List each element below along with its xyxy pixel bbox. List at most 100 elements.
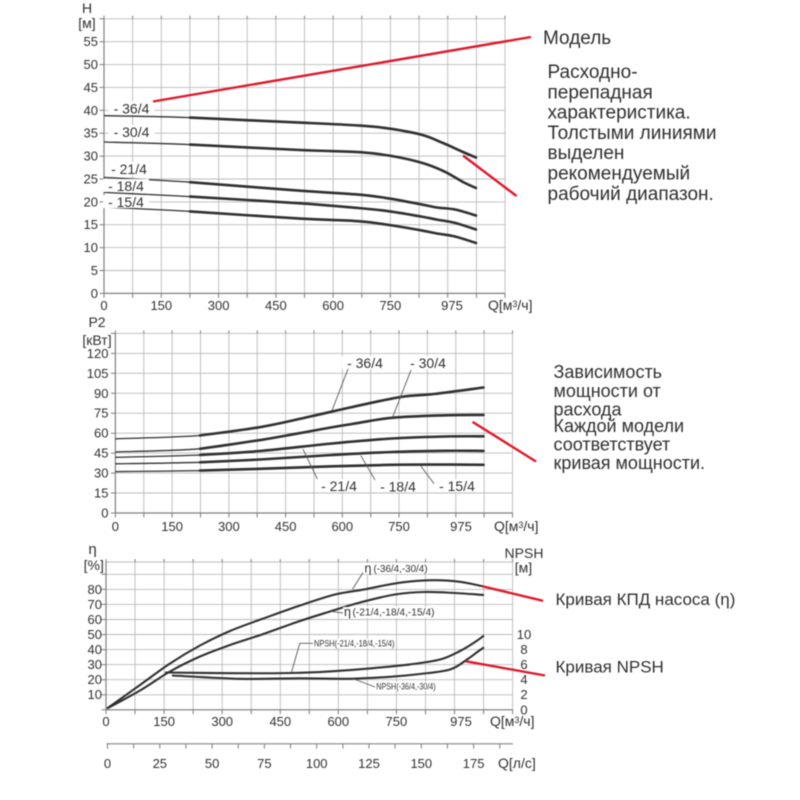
svg-text:H: H — [82, 0, 92, 16]
svg-text:характеристика.: характеристика. — [548, 103, 691, 124]
svg-text:4: 4 — [520, 672, 527, 687]
svg-text:15: 15 — [94, 486, 108, 501]
svg-text:8: 8 — [520, 642, 527, 657]
svg-text:50: 50 — [88, 627, 102, 642]
svg-text:Расходно-: Расходно- — [548, 62, 638, 83]
svg-text:50: 50 — [84, 57, 98, 72]
svg-text:η: η — [344, 605, 351, 619]
svg-text:70: 70 — [88, 597, 102, 612]
svg-text:45: 45 — [84, 80, 98, 95]
svg-text:90: 90 — [94, 386, 108, 401]
svg-text:600: 600 — [331, 519, 353, 534]
svg-text:(-21/4,-18/4,-15/4): (-21/4,-18/4,-15/4) — [353, 608, 435, 619]
svg-text:15: 15 — [84, 217, 98, 232]
svg-text:125: 125 — [358, 756, 380, 771]
svg-text:- 36/4: - 36/4 — [114, 101, 150, 117]
svg-text:30: 30 — [94, 466, 108, 481]
svg-text:0: 0 — [101, 506, 108, 521]
svg-text:NPSH(-21/4,-18/4,-15/4): NPSH(-21/4,-18/4,-15/4) — [314, 638, 395, 648]
svg-text:300: 300 — [211, 714, 233, 729]
svg-text:0: 0 — [91, 286, 98, 301]
svg-text:Q[м3/ч]: Q[м3/ч] — [488, 297, 533, 313]
svg-text:0: 0 — [520, 702, 527, 717]
svg-text:5: 5 — [91, 263, 98, 278]
svg-text:Зависимость: Зависимость — [554, 362, 663, 382]
svg-text:20: 20 — [84, 194, 98, 209]
svg-text:мощности от: мощности от — [554, 381, 661, 401]
svg-text:- 30/4: - 30/4 — [410, 355, 446, 371]
svg-text:0: 0 — [100, 298, 107, 313]
svg-text:450: 450 — [265, 298, 287, 313]
svg-text:[кВт]: [кВт] — [82, 332, 111, 348]
svg-text:30: 30 — [84, 149, 98, 164]
svg-text:Q[м3/ч]: Q[м3/ч] — [490, 713, 535, 729]
svg-text:выделен: выделен — [548, 143, 625, 164]
svg-text:0: 0 — [112, 519, 119, 534]
svg-text:35: 35 — [84, 126, 98, 141]
svg-text:0: 0 — [102, 714, 109, 729]
svg-text:соответствует: соответствует — [554, 435, 671, 455]
svg-text:30: 30 — [88, 657, 102, 672]
svg-text:рекомендуемый: рекомендуемый — [548, 164, 691, 185]
svg-text:150: 150 — [161, 519, 183, 534]
svg-text:- 21/4: - 21/4 — [321, 478, 357, 494]
svg-text:перепадная: перепадная — [548, 82, 653, 103]
svg-text:40: 40 — [84, 103, 98, 118]
svg-text:300: 300 — [218, 519, 240, 534]
svg-text:975: 975 — [450, 519, 472, 534]
svg-text:150: 150 — [153, 714, 175, 729]
svg-text:- 15/4: - 15/4 — [108, 194, 144, 210]
svg-text:40: 40 — [88, 642, 102, 657]
svg-text:450: 450 — [269, 714, 291, 729]
svg-text:0: 0 — [104, 756, 111, 771]
svg-text:NPSH(-36/4,-30/4): NPSH(-36/4,-30/4) — [376, 682, 435, 692]
svg-text:175: 175 — [463, 756, 485, 771]
svg-text:100: 100 — [306, 756, 328, 771]
svg-text:600: 600 — [322, 298, 344, 313]
svg-text:150: 150 — [150, 298, 172, 313]
svg-text:750: 750 — [388, 519, 410, 534]
svg-text:55: 55 — [84, 34, 98, 49]
svg-text:Q[м3/ч]: Q[м3/ч] — [494, 518, 539, 534]
svg-text:60: 60 — [88, 612, 102, 627]
svg-text:25: 25 — [84, 172, 98, 187]
svg-text:975: 975 — [441, 298, 463, 313]
svg-text:750: 750 — [386, 714, 408, 729]
svg-text:75: 75 — [94, 406, 108, 421]
svg-text:P2: P2 — [88, 314, 105, 330]
svg-text:η: η — [365, 562, 372, 576]
svg-text:- 30/4: - 30/4 — [114, 124, 150, 140]
svg-text:50: 50 — [205, 756, 219, 771]
svg-text:750: 750 — [380, 298, 402, 313]
svg-text:60: 60 — [94, 426, 108, 441]
svg-text:Кривая КПД насоса (η): Кривая КПД насоса (η) — [556, 590, 736, 609]
svg-text:450: 450 — [275, 519, 297, 534]
svg-text:- 18/4: - 18/4 — [380, 479, 416, 495]
svg-text:75: 75 — [257, 756, 271, 771]
svg-text:80: 80 — [88, 582, 102, 597]
svg-text:[%]: [%] — [84, 557, 104, 573]
svg-text:45: 45 — [94, 446, 108, 461]
svg-text:6: 6 — [520, 657, 527, 672]
svg-text:расхода: расхода — [554, 399, 623, 419]
svg-text:- 36/4: - 36/4 — [347, 355, 383, 371]
svg-text:[м]: [м] — [78, 15, 95, 31]
svg-text:10: 10 — [88, 687, 102, 702]
svg-text:кривая мощности.: кривая мощности. — [554, 453, 706, 473]
svg-text:120: 120 — [87, 346, 109, 361]
svg-text:975: 975 — [450, 714, 472, 729]
svg-text:105: 105 — [87, 366, 109, 381]
svg-text:- 15/4: - 15/4 — [439, 478, 475, 494]
svg-text:20: 20 — [88, 672, 102, 687]
svg-text:10: 10 — [84, 240, 98, 255]
svg-text:300: 300 — [208, 298, 230, 313]
svg-text:(-36/4,-30/4): (-36/4,-30/4) — [374, 564, 428, 575]
svg-text:Q[л/с]: Q[л/с] — [498, 755, 536, 771]
svg-text:Толстыми линиями: Толстыми линиями — [548, 123, 717, 144]
svg-text:150: 150 — [410, 756, 432, 771]
svg-text:10: 10 — [517, 627, 531, 642]
svg-text:25: 25 — [153, 756, 167, 771]
svg-text:Модель: Модель — [543, 28, 611, 49]
svg-text:- 18/4: - 18/4 — [108, 178, 144, 194]
svg-text:2: 2 — [520, 687, 527, 702]
